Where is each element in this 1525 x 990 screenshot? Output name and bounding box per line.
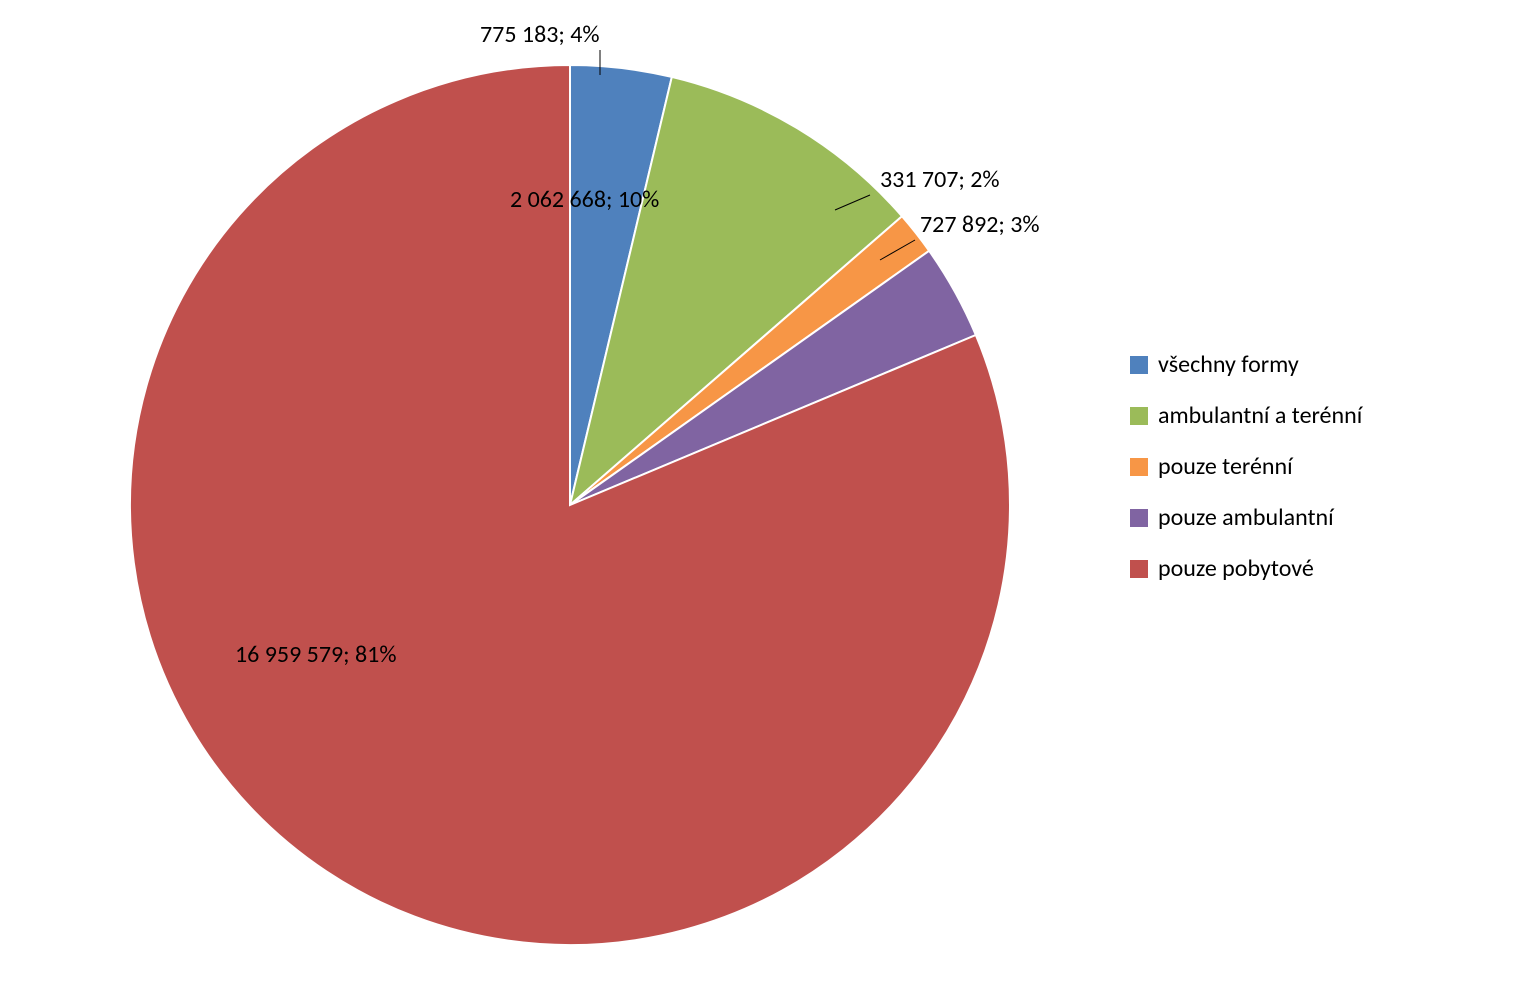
legend-item: pouze pobytové: [1130, 554, 1362, 583]
legend-label: pouze terénní: [1158, 452, 1293, 481]
data-label: 331 707; 2%: [880, 165, 1000, 194]
data-label: 16 959 579; 81%: [235, 640, 397, 669]
data-label: 775 183; 4%: [480, 20, 600, 49]
pie-chart-container: 775 183; 4% 2 062 668; 10% 331 707; 2% 727 …: [0, 0, 1525, 985]
legend-label: všechny formy: [1158, 350, 1299, 379]
legend-item: všechny formy: [1130, 350, 1362, 379]
data-label: 2 062 668; 10%: [510, 185, 659, 214]
legend-swatch: [1130, 356, 1148, 374]
legend-item: pouze ambulantní: [1130, 503, 1362, 532]
legend-swatch: [1130, 560, 1148, 578]
legend-swatch: [1130, 509, 1148, 527]
legend-label: pouze ambulantní: [1158, 503, 1334, 532]
data-label: 727 892; 3%: [920, 210, 1040, 239]
legend: všechny formy ambulantní a terénní pouze t…: [1130, 350, 1362, 605]
legend-item: pouze terénní: [1130, 452, 1362, 481]
legend-item: ambulantní a terénní: [1130, 401, 1362, 430]
legend-swatch: [1130, 407, 1148, 425]
legend-label: pouze pobytové: [1158, 554, 1314, 583]
legend-swatch: [1130, 458, 1148, 476]
legend-label: ambulantní a terénní: [1158, 401, 1362, 430]
